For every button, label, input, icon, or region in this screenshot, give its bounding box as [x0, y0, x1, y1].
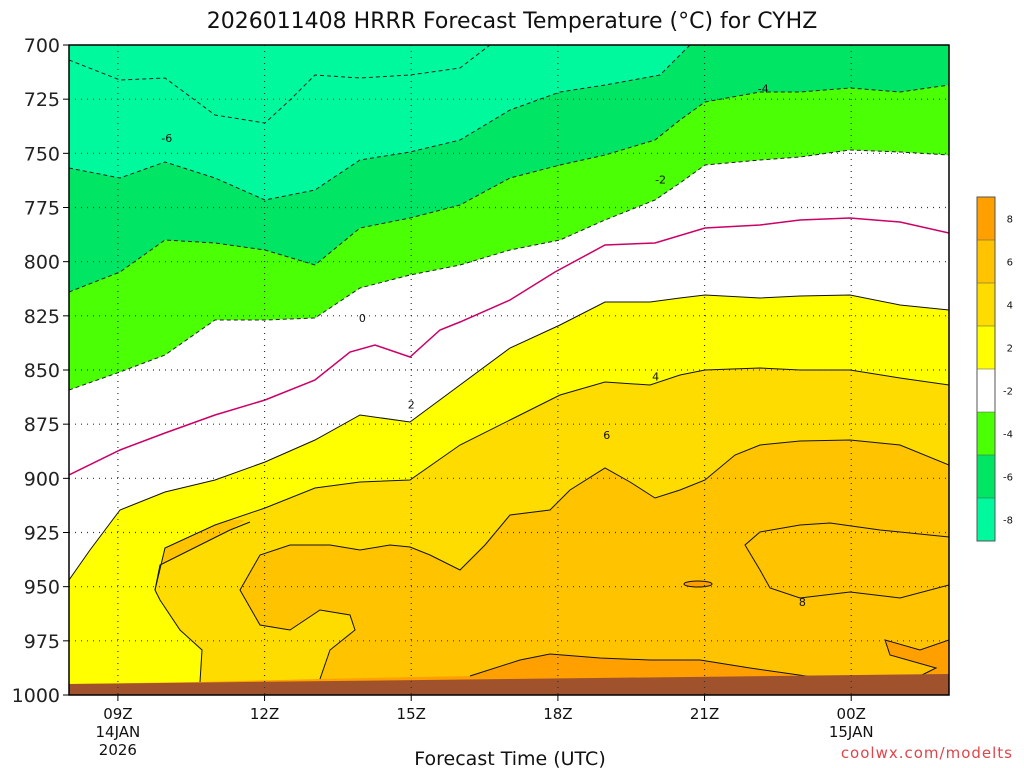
y-tick-label: 825 [24, 306, 60, 328]
y-tick-label: 925 [24, 523, 60, 545]
band-lt-neg6 [69, 45, 690, 200]
x-tick-date: 14JAN [96, 723, 141, 741]
y-tick-label: 725 [24, 89, 60, 111]
contour-label: 2 [408, 399, 415, 412]
contour-label: 6 [603, 429, 610, 442]
x-tick-year: 2026 [99, 741, 137, 759]
contour-label: 4 [652, 371, 659, 384]
colorbar-label: 2 [1007, 344, 1013, 355]
contour-line-2 [69, 294, 949, 581]
colorbar-swatch [977, 283, 995, 326]
colorbar-swatch [977, 498, 995, 541]
contour-line-8b [469, 639, 949, 679]
contour-line-6b [239, 439, 949, 680]
chart-title: 2026011408 HRRR Forecast Temperature (°C… [207, 9, 818, 34]
y-tick-label: 875 [24, 414, 60, 436]
colorbar-label: -8 [1003, 516, 1013, 527]
colorbar-swatch [977, 326, 995, 369]
contour-label: 8 [799, 596, 806, 609]
grid-lines [69, 45, 949, 695]
contour-label: -2 [655, 173, 666, 186]
y-tick-label: 900 [24, 468, 60, 490]
colorbar-swatch [977, 455, 995, 498]
y-axis: 700 725 750 775 800 825 850 875 900 925 950 975 1000 [12, 35, 69, 707]
y-tick-label: 700 [24, 35, 60, 57]
contour-line-neg2 [69, 84, 949, 293]
x-tick-label: 15Z [397, 705, 426, 723]
contour-line-8-small [683, 580, 713, 588]
x-tick-label: 18Z [543, 705, 572, 723]
contour-label: -4 [758, 82, 769, 95]
y-tick-label: 775 [24, 198, 60, 220]
colorbar-label: -4 [1003, 430, 1013, 441]
x-tick-label: 00Z [837, 705, 866, 723]
contour-labels: -6 -4 -2 0 2 4 6 8 [161, 82, 806, 609]
x-tick-date: 15JAN [829, 723, 874, 741]
colorbar: 8 6 4 2 -2 -4 -6 -8 [976, 196, 1013, 542]
colorbar-swatch [977, 412, 995, 455]
contour-label: 0 [359, 312, 366, 325]
y-tick-label: 850 [24, 360, 60, 382]
x-tick-label: 12Z [250, 705, 279, 723]
colorbar-label: -2 [1003, 387, 1013, 398]
contour-line-6 [154, 521, 251, 683]
contour-line-zero [69, 217, 949, 476]
credit-text: coolwx.com/modelts [841, 744, 1013, 762]
y-tick-label: 750 [24, 143, 60, 165]
ground-surface [69, 674, 949, 695]
colorbar-swatch [977, 240, 995, 283]
colorbar-label: 8 [1007, 215, 1013, 226]
contour-line-neg6 [69, 45, 491, 124]
colorbar-swatch [977, 369, 995, 412]
x-axis-title: Forecast Time (UTC) [414, 748, 605, 768]
contour-label: -6 [161, 132, 172, 145]
plot-area [69, 45, 949, 695]
colorbar-label: 4 [1007, 301, 1013, 312]
y-tick-label: 1000 [12, 685, 60, 707]
colorbar-swatch [977, 197, 995, 240]
y-tick-label: 950 [24, 577, 60, 599]
colorbar-label: -6 [1003, 473, 1013, 484]
contour-line-neg4 [69, 45, 691, 201]
y-tick-label: 800 [24, 252, 60, 274]
y-tick-label: 975 [24, 631, 60, 653]
colorbar-label: 6 [1007, 258, 1013, 269]
contour-line-neg2-lower [69, 149, 949, 391]
contour-line-8 [744, 522, 949, 599]
x-tick-label: 09Z [103, 705, 132, 723]
x-tick-label: 21Z [690, 705, 719, 723]
